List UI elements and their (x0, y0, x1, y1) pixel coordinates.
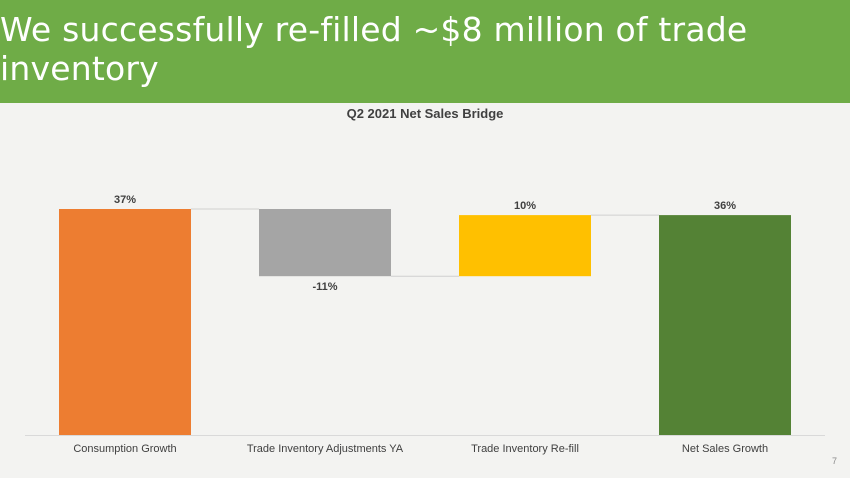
slide-title: We successfully re-filled ~$8 million of… (0, 9, 748, 88)
bar-1 (259, 209, 391, 277)
category-label-1: Trade Inventory Adjustments YA (247, 443, 404, 455)
category-label-0: Consumption Growth (73, 443, 176, 455)
data-label-1: -11% (312, 281, 337, 293)
bar-3 (659, 215, 791, 435)
bar-0 (59, 209, 191, 435)
bar-2 (459, 215, 591, 277)
chart-title: Q2 2021 Net Sales Bridge (346, 106, 504, 121)
category-label-2: Trade Inventory Re-fill (471, 443, 579, 455)
data-label-3: 36% (714, 200, 736, 212)
data-label-2: 10% (514, 200, 536, 212)
page-number: 7 (831, 456, 837, 466)
data-label-0: 37% (114, 194, 136, 206)
category-label-3: Net Sales Growth (682, 443, 768, 455)
title-banner (0, 0, 850, 103)
